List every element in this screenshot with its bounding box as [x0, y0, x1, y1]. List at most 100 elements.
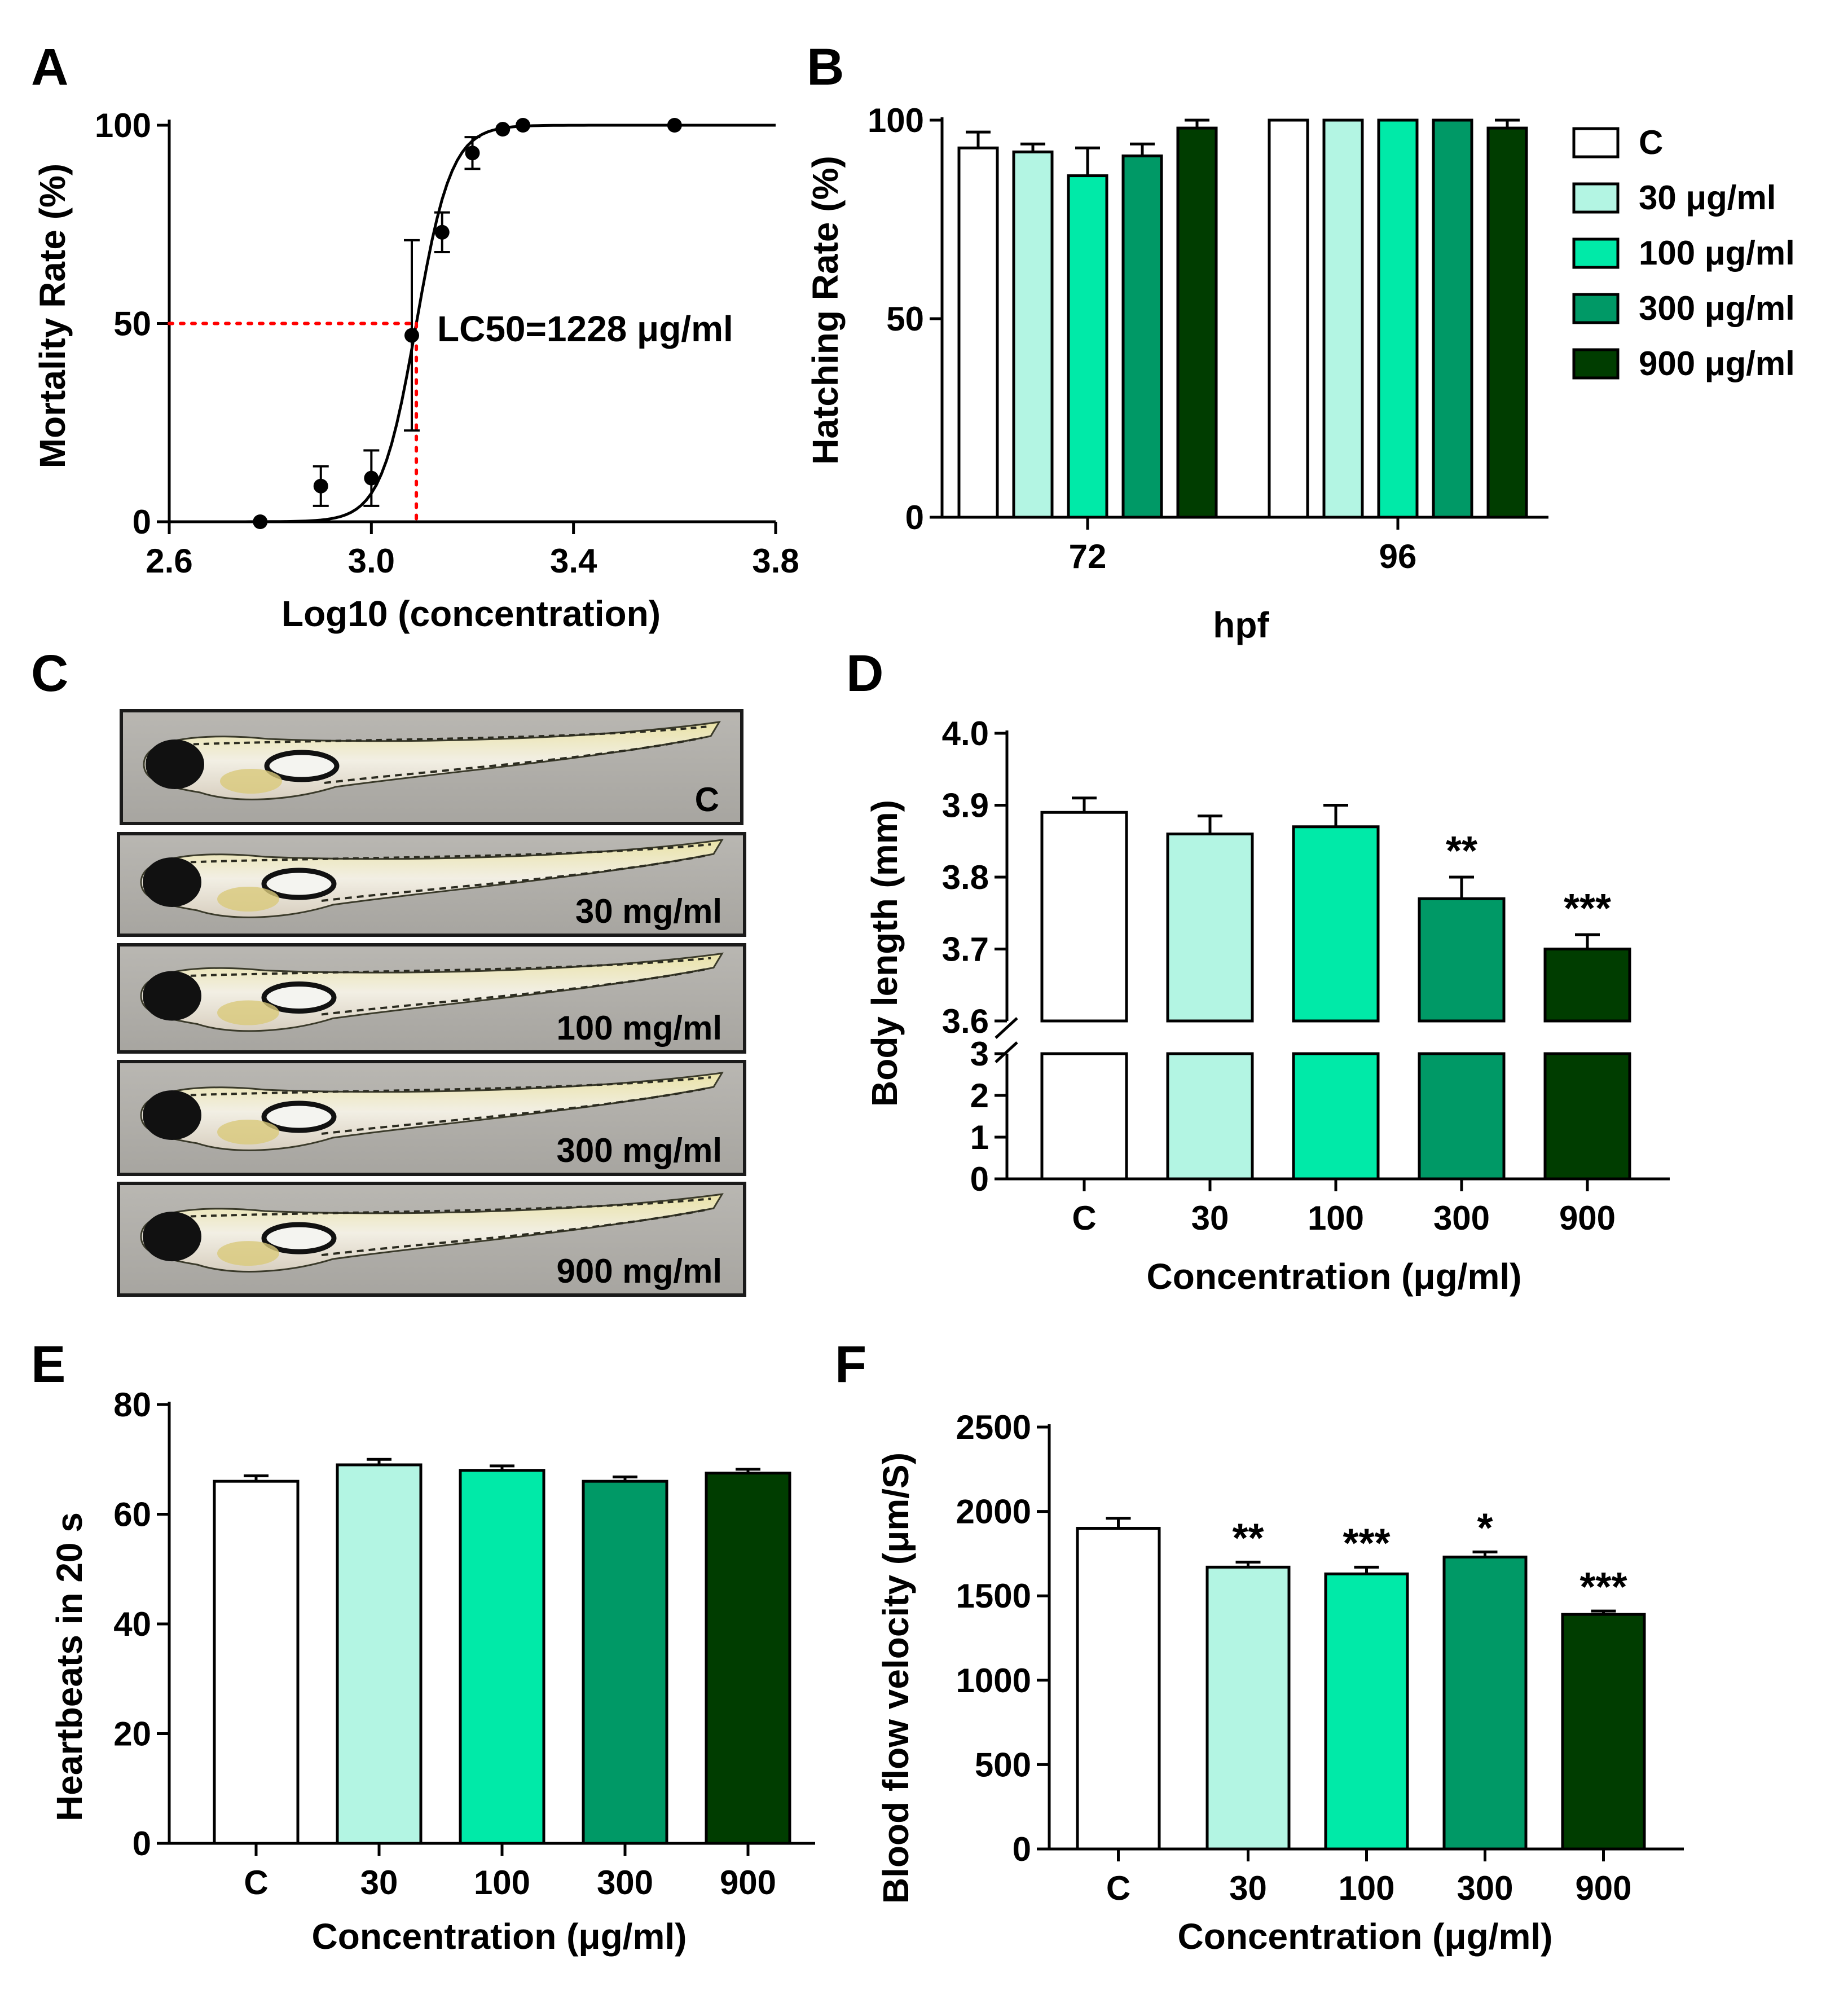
- chart-d-bar-lower: [1543, 1052, 1631, 1181]
- chart-d-ytick-label: 3.7: [942, 931, 989, 968]
- chart-f-significance: ***: [1343, 1521, 1390, 1566]
- larva-eye: [146, 739, 204, 789]
- chart-b-legend-label: 900 μg/ml: [1639, 345, 1795, 382]
- chart-b-legend-label: 100 μg/ml: [1639, 234, 1795, 272]
- chart-b-ytick-label: 0: [905, 499, 924, 536]
- chart-a-point: [364, 470, 379, 486]
- chart-e-xtick-label: 30: [360, 1864, 398, 1901]
- larva-eye: [143, 1090, 201, 1140]
- larva-yolk: [217, 1120, 279, 1144]
- chart-b-legend-swatch: [1572, 237, 1620, 269]
- larva-eye: [143, 971, 201, 1021]
- chart-a-point: [495, 122, 511, 137]
- chart-e-bar: [459, 1469, 545, 1845]
- chart-d-ytick-label: 4.0: [942, 715, 989, 752]
- larva-swim-bladder: [261, 868, 337, 900]
- chart-f-xlabel: Concentration (μg/ml): [1178, 1916, 1553, 1957]
- chart-e-xtick-label: 100: [474, 1864, 530, 1901]
- chart-a-xtick-label: 3.8: [752, 542, 799, 580]
- chart-f-ylabel: Blood flow velocity (μm/S): [875, 1452, 916, 1904]
- chart-f-ytick-label: 500: [975, 1746, 1031, 1784]
- chart-b-bar: [1322, 118, 1364, 519]
- chart-d-bar-upper: [1543, 948, 1631, 1023]
- larva-pigment-line: [180, 1197, 711, 1218]
- larva-pigment-line: [180, 957, 711, 978]
- larvae-image-panel: C 30 mg/ml 100 mg/ml 300 mg/ml 900 mg/ml: [117, 709, 746, 1297]
- chart-b-legend-label: C: [1639, 124, 1663, 161]
- chart-f-xtick-label: 900: [1575, 1869, 1631, 1907]
- chart-e-xtick-label: 300: [597, 1864, 653, 1901]
- larva-pigment-line: [321, 968, 706, 1016]
- chart-e-bar: [582, 1480, 668, 1845]
- chart-e-bar: [705, 1472, 791, 1845]
- chart-e-ylabel: Heartbeats in 20 s: [49, 1512, 90, 1821]
- chart-d-bar-upper: [1040, 811, 1128, 1023]
- larva-image: 300 mg/ml: [117, 1060, 746, 1176]
- chart-d-ytick-label: 3.9: [942, 787, 989, 825]
- chart-b-legend-label: 30 μg/ml: [1639, 179, 1776, 217]
- chart-f-bar: [1076, 1527, 1161, 1851]
- larva-eye: [143, 1212, 201, 1262]
- larva-pigment-line: [321, 855, 706, 902]
- chart-d-bar-upper: [1292, 825, 1380, 1023]
- panel-b-label: B: [807, 38, 844, 96]
- chart-b-legend-swatch: [1572, 293, 1620, 324]
- chart-a-point: [313, 478, 328, 494]
- larva-yolk: [220, 769, 282, 794]
- panel-a-label: A: [31, 38, 68, 96]
- larva-image: 30 mg/ml: [117, 832, 746, 937]
- chart-d-ytick-label: 1: [970, 1119, 989, 1156]
- chart-d-ylabel: Body length (mm): [864, 800, 905, 1107]
- chart-b-bar: [957, 146, 999, 519]
- panel-f-label: F: [835, 1336, 866, 1393]
- chart-f-significance: **: [1232, 1516, 1264, 1561]
- chart-f-ytick-label: 0: [1013, 1830, 1031, 1868]
- chart-b-bar: [1268, 118, 1309, 519]
- chart-d-bar-upper: [1418, 897, 1506, 1023]
- chart-f-significance: *: [1477, 1505, 1493, 1551]
- chart-a-point: [516, 118, 531, 133]
- chart-e-ytick-label: 80: [113, 1386, 151, 1424]
- larva-image-label: 300 mg/ml: [557, 1132, 722, 1169]
- larva-swim-bladder: [261, 1100, 337, 1133]
- larva-image: 100 mg/ml: [117, 943, 746, 1054]
- chart-d-bar-upper: [1166, 833, 1254, 1023]
- larva-swim-bladder: [261, 981, 337, 1014]
- chart-b-legend-swatch: [1572, 348, 1620, 380]
- chart-d-xtick-label: C: [1072, 1199, 1096, 1237]
- chart-a-xtick-label: 3.0: [348, 542, 395, 580]
- chart-f-xtick-label: 300: [1457, 1869, 1513, 1907]
- chart-d-xlabel: Concentration (μg/ml): [1147, 1256, 1522, 1297]
- chart-a-point: [253, 514, 268, 529]
- chart-a-ytick-label: 0: [133, 503, 151, 541]
- chart-d-bar-lower: [1292, 1052, 1380, 1181]
- chart-d-ytick-label: 3: [970, 1035, 989, 1073]
- chart-b-bar: [1486, 126, 1528, 519]
- chart-d-ytick-label: 0: [970, 1160, 989, 1198]
- chart-a-xtick-label: 2.6: [146, 542, 192, 580]
- chart-f-significance: ***: [1579, 1565, 1627, 1610]
- chart-f-ytick-label: 2000: [956, 1493, 1031, 1531]
- chart-b-xlabel: hpf: [1213, 605, 1269, 645]
- chart-a-point: [465, 146, 480, 161]
- chart-a-ylabel: Mortality Rate (%): [32, 164, 73, 469]
- chart-b-bar: [1012, 150, 1054, 519]
- larva-image-label: 100 mg/ml: [557, 1009, 722, 1047]
- larva-pigment-line: [180, 843, 711, 864]
- panel-c-label: C: [31, 645, 68, 702]
- chart-d: Body length (mm) Concentration (μg/ml) 3…: [864, 715, 1670, 1297]
- chart-e-ytick-label: 0: [133, 1825, 151, 1863]
- larva-image: C: [120, 709, 743, 825]
- chart-d-significance: **: [1446, 829, 1477, 874]
- chart-a-ytick-label: 50: [113, 305, 151, 343]
- chart-b-bar: [1121, 154, 1163, 519]
- chart-b-xtick-label: 96: [1379, 538, 1417, 575]
- chart-d-xtick-label: 100: [1308, 1199, 1364, 1237]
- larva-image: 900 mg/ml: [117, 1182, 746, 1297]
- larva-swim-bladder: [261, 1222, 337, 1254]
- chart-e-bar: [213, 1480, 300, 1845]
- larva-pigment-line: [183, 725, 709, 746]
- chart-f-xtick-label: 30: [1229, 1869, 1267, 1907]
- larva-yolk: [217, 887, 279, 912]
